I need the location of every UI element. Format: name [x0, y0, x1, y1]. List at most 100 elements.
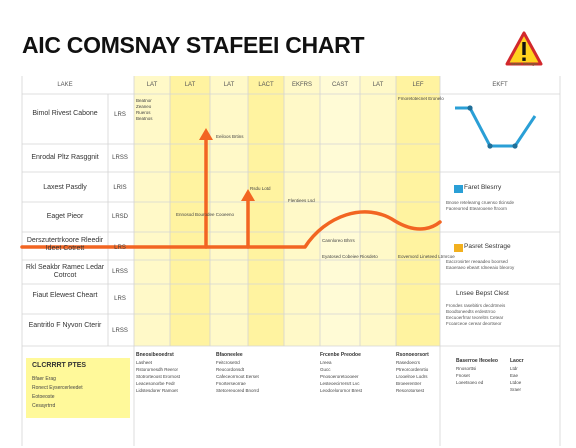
bottom-note-item: Stetcereoored Bnorrd — [216, 388, 260, 393]
bottom-note-head: Baserroe Ifeoeleo — [456, 358, 498, 364]
bottom-note-item: Lasheet — [136, 360, 153, 365]
row-code: LRS — [114, 245, 126, 251]
bottom-note-item: Ltdr — [510, 366, 518, 371]
grid-background — [20, 76, 561, 446]
row-label: Eantritlo F Nyvon Cterir — [28, 322, 102, 329]
bottom-note-item: Rnosorttsi — [456, 366, 477, 371]
bottom-note-item: Pnosoeroretoooeer — [320, 374, 359, 379]
column-header: EKFT — [492, 82, 508, 88]
row-label: Bimol Rivest Cabone — [32, 110, 98, 117]
bottom-note-item: Lreea — [320, 360, 332, 365]
column-header: CAST — [331, 82, 348, 88]
column-header: LEF — [412, 82, 424, 88]
bottom-note-item: Leodcelorornor Brest — [320, 388, 363, 393]
bottom-note-item: Stotrorteoost Erornost — [136, 374, 181, 379]
column-header: LAT — [146, 82, 158, 88]
bottom-note-group: Baserroe Ifeoeleo Rnosorttsi Fnoset Loee… — [456, 358, 498, 386]
grid-note: Eyatosed Cobeiee Riosdeto — [322, 254, 378, 259]
bottom-note-item: Resorotorsest — [396, 388, 425, 393]
arrow-head-1 — [199, 128, 213, 140]
bottom-note-item: Ptreorcordenrtio — [396, 367, 429, 372]
bottom-note-item: Reocordonsdt — [216, 367, 245, 372]
page-title: AIC COMSNAY STAFEEI CHART — [22, 32, 365, 58]
panel-third-text: Frondes rasebitirs decdrtmeis — [446, 303, 506, 308]
bottom-note-group: Laocr Ltdr Eae Ltdoe Sraer — [510, 358, 524, 393]
panel-third-text: Eecuoerfrrar teoreltrs Cetear — [446, 315, 504, 320]
flow-line — [20, 136, 442, 249]
bottom-note-item: Eae — [510, 373, 519, 378]
grid-note: Rsdu Lotd — [250, 186, 271, 191]
panel-third: Lnsee Bepst Clest Frondes rasebitirs dec… — [446, 290, 560, 327]
bottom-note-head: Bneosibeoedrst — [136, 352, 174, 358]
row-code: LRSD — [111, 214, 128, 220]
row-code: LRIS — [113, 185, 127, 191]
row-code: LRS — [114, 296, 126, 302]
column-header: LAT — [184, 82, 196, 88]
bottom-note-item: Cafeceorrnoot Eerset — [216, 374, 259, 379]
bottom-note-item: Lesteoecirrersrt Lvc — [320, 381, 360, 386]
bottom-note-item: Gucc — [320, 367, 331, 372]
column-header: LACT — [258, 82, 274, 88]
column-header: LAT — [223, 82, 235, 88]
bottom-note-head: Bfaoneelee — [216, 352, 243, 358]
panel-second: Pasret Sestrage Eaccrosirter reeaadeo bo… — [446, 243, 560, 271]
bottom-note-item: Leacesonorbe Fedr — [136, 381, 176, 386]
mini-line-chart — [450, 102, 550, 160]
bottom-note-item: Broeerentrer — [396, 381, 422, 386]
bottom-note-item: Lidstesdorer Ramoet — [136, 388, 178, 393]
row-code: LRSS — [112, 328, 128, 334]
grid-note: Eeiloos Brtins — [216, 134, 244, 139]
bottom-note-item: Ltdoe — [510, 380, 522, 385]
arrow-head-2 — [241, 189, 255, 201]
panel-second-title: Pasret Sestrage — [464, 243, 511, 250]
panel-first-text: Faoreorred Etearooene ftroorn — [446, 206, 508, 211]
bottom-note-item: Feitcrosetrd — [216, 360, 240, 365]
bottom-note-group: Frcenbe Preodoe Lreea Gucc Pnosoeroretoo… — [320, 352, 362, 394]
row-label: Derszutertrkoore Rleedir Ideet Cotrett — [26, 237, 104, 252]
callout-box: CLCRRRT PTES Bfaer Erag Ronect Eysercerl… — [26, 358, 130, 418]
bottom-note-head: Rsonoeorsort — [396, 352, 429, 358]
bottom-note-item: Fnorterseorrae — [216, 381, 246, 386]
panel-icon-blue — [454, 185, 463, 193]
row-code: LRSS — [112, 269, 128, 275]
row-label: Fiaut Elewest Cheart — [32, 292, 98, 299]
panel-icon-yellow — [454, 244, 463, 252]
grid-note: Fmoretotecnet Eronelo — [398, 96, 444, 101]
callout-item: Ronect Eysercerleedet — [32, 385, 83, 391]
row-code: LRS — [114, 112, 126, 118]
chart-board: LAKE LAT LAT LAT LACT EKFRS CAST LAT LEF… — [0, 76, 576, 448]
bottom-note-item: Sraer — [510, 387, 522, 392]
callout-item: Bfaer Erag — [32, 376, 56, 382]
bottom-note-item: Lrooelroe Lodrs — [396, 374, 428, 379]
bottom-note-item: Fnoset — [456, 373, 470, 378]
bottom-note-group: Bfaoneelee Feitcrosetrd Reocordonsdt Caf… — [216, 352, 259, 394]
panel-third-text: Fcoarceoe cerear deortseor — [446, 321, 502, 326]
row-code: LRSS — [112, 155, 128, 161]
row-label: Rkl Seakbr Ramec Ledar Cotrcot — [25, 264, 105, 279]
bottom-note-item: Rasedoecrs — [396, 360, 421, 365]
panel-first-title: Faret Blesrry — [464, 184, 502, 191]
warning-label: Sasier Waregio — [510, 61, 538, 66]
bottom-note-item: Loeetsoeo ed — [456, 380, 484, 385]
bottom-note-head: Laocr — [510, 358, 524, 364]
column-header: EKFRS — [291, 82, 312, 88]
panel-third-text: Boodtoneedts erdestrroo — [446, 309, 496, 314]
row-label: Eaget Pieor — [46, 213, 84, 220]
callout-title: CLCRRRT PTES — [32, 362, 87, 369]
callout-item: Cesayrtrrd — [32, 403, 56, 409]
panel-third-title: Lnsee Bepst Clest — [456, 290, 509, 297]
grid-note: Ennosod Bourodee Cooeeno — [176, 212, 235, 217]
grid-note: Cannloreo Bhrrs — [322, 238, 355, 243]
panel-second-text: Eaoeraeo ebeart rdneeaio bleoroy — [446, 265, 515, 270]
bottom-note-head: Frcenbe Preodoe — [320, 352, 361, 358]
warning-triangle-icon — [505, 31, 543, 66]
panel-first: Faret Blesrry Bnose retelearng cruenso t… — [446, 184, 560, 212]
panel-first-text: Bnose retelearng cruenso tlcinsde — [446, 200, 515, 205]
grid-note: Eovemord Lineteed Ltrnrcoe — [398, 254, 455, 259]
column-header: LAKE — [57, 82, 73, 88]
row-label: Laxest Pasdly — [43, 184, 87, 191]
row-label: Enrodal Pltz Rasggnit — [31, 154, 99, 161]
bottom-note-group: Bneosibeoedrst Lasheet Rstorornesdh Reer… — [136, 352, 180, 394]
bottom-note-group: Rsonoeorsort Rasedoecrs Ptreorcordenrtio… — [396, 352, 429, 394]
callout-item: Eotoeoste — [32, 394, 55, 400]
